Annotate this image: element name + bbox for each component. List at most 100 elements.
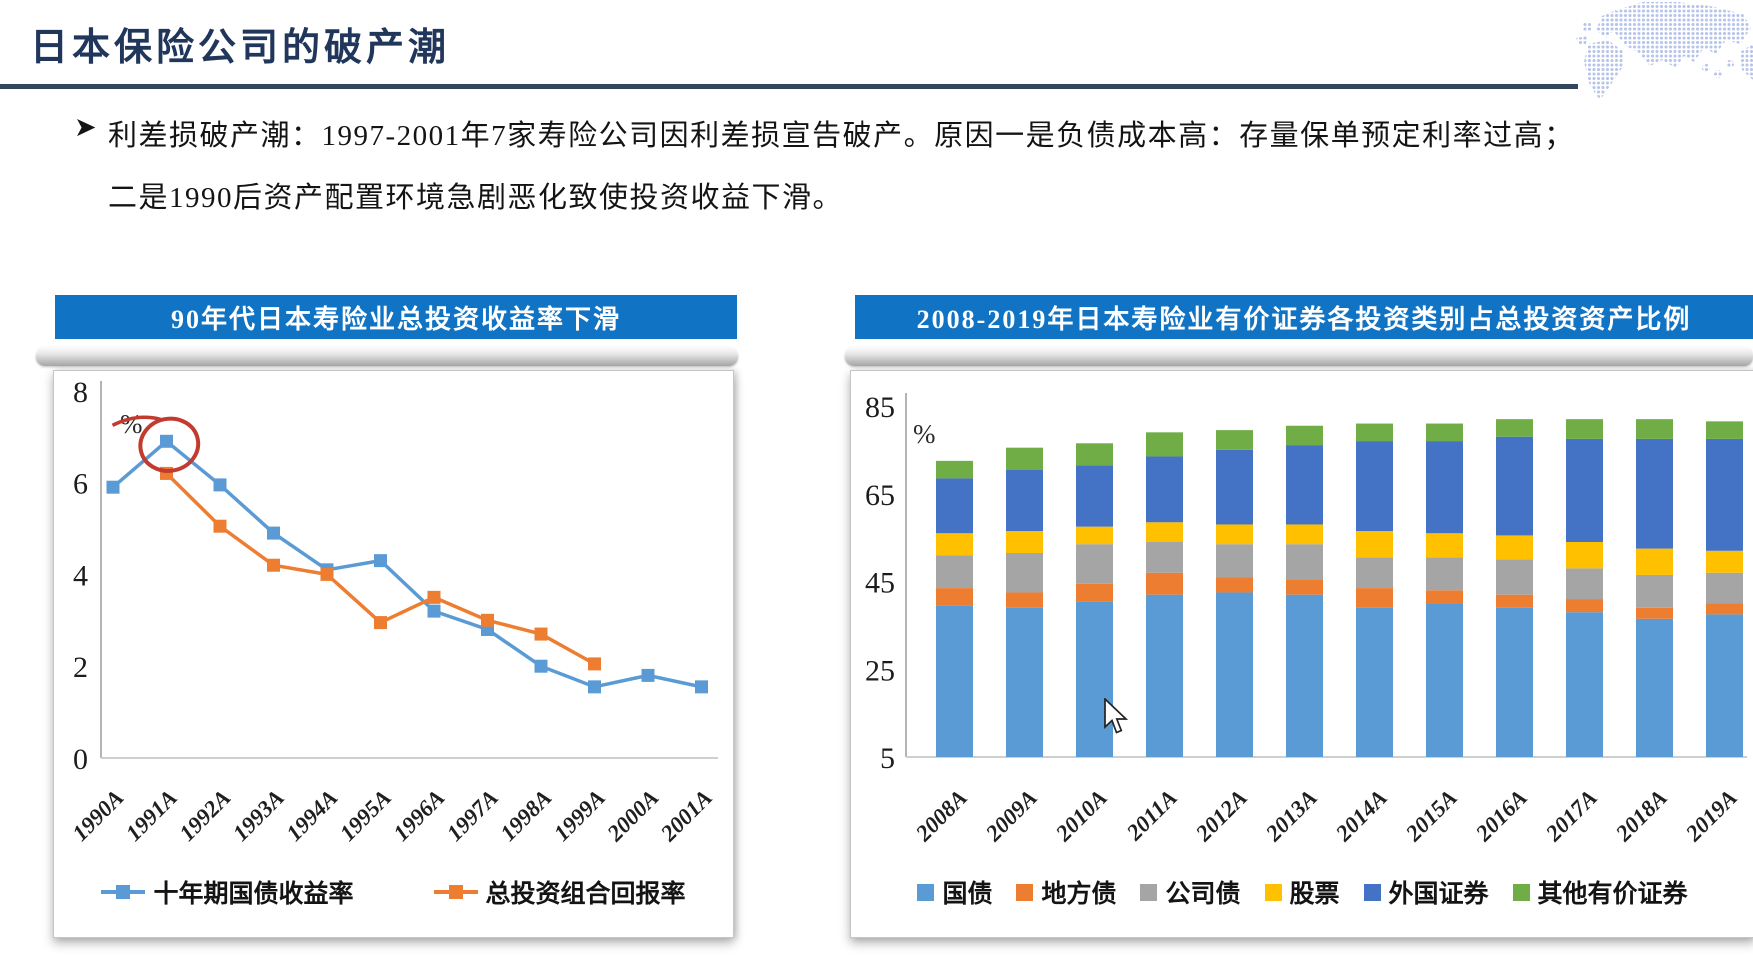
x-tick-label: 1998A <box>495 785 556 846</box>
bar-2009A-seg-1 <box>1006 592 1043 608</box>
bar-2019A-seg-4 <box>1706 438 1743 551</box>
bar-2010A-seg-4 <box>1076 465 1113 527</box>
bar-2010A-seg-0 <box>1076 601 1113 757</box>
x-tick-label: 2015A <box>1400 785 1462 847</box>
marker <box>374 616 387 630</box>
x-tick-label: 2011A <box>1121 785 1182 846</box>
legend-label-corp-bonds: 公司债 <box>1165 881 1241 908</box>
y-tick-label: 6 <box>73 468 88 501</box>
bar-2008A-seg-4 <box>936 478 973 534</box>
marker <box>267 526 280 540</box>
legend-label-portfolio-return: 总投资组合回报率 <box>485 881 686 908</box>
map-africa <box>1584 40 1624 100</box>
legend-marker-orange-line-icon <box>433 885 478 899</box>
bar-2014A-seg-5 <box>1356 423 1393 442</box>
marker <box>534 627 548 641</box>
bar-2018A-seg-4 <box>1636 438 1673 549</box>
bar-2012A-seg-1 <box>1216 577 1253 593</box>
bar-2012A-seg-2 <box>1216 544 1253 578</box>
map-island-1 <box>1702 64 1710 72</box>
x-tick-label: 1994A <box>281 785 342 846</box>
right-card-top-shadow <box>845 347 1753 366</box>
marker <box>427 590 441 604</box>
legend-item-gov-bonds: 国债 <box>917 874 992 910</box>
bar-2019A-seg-3 <box>1706 550 1743 573</box>
y-tick-label: 45 <box>865 567 895 600</box>
x-tick-label: 1993A <box>228 785 289 846</box>
page-title: 日本保险公司的破产潮 <box>30 27 451 69</box>
marker <box>695 680 708 694</box>
left-chart-title: 90年代日本寿险业总投资收益率下滑 <box>170 304 621 334</box>
bar-2013A-seg-4 <box>1286 445 1323 525</box>
left-chart-legend: 十年期国债收益率 总投资组合回报率 <box>54 874 733 910</box>
bar-2010A-seg-3 <box>1076 526 1113 545</box>
bar-2014A-seg-0 <box>1356 607 1393 757</box>
x-tick-label: 1996A <box>388 785 449 846</box>
line-series-1 <box>165 472 596 666</box>
unit-label: % <box>913 419 936 449</box>
bar-2015A-seg-4 <box>1426 441 1463 534</box>
map-britain <box>1582 22 1592 32</box>
bar-2015A-seg-3 <box>1426 533 1463 558</box>
legend-square-blue <box>116 885 131 899</box>
bar-2011A-seg-3 <box>1146 522 1183 543</box>
x-tick-label: 2012A <box>1190 785 1252 847</box>
legend-item-stocks: 股票 <box>1264 874 1340 910</box>
bar-2014A-seg-4 <box>1356 441 1393 532</box>
marker <box>160 434 173 448</box>
bar-2014A-seg-2 <box>1356 557 1393 589</box>
bar-2009A-seg-2 <box>1006 552 1043 593</box>
legend-item-foreign-securities: 外国证券 <box>1363 874 1489 910</box>
bar-2009A-seg-0 <box>1006 607 1043 757</box>
marker <box>534 659 548 673</box>
x-tick-label: 1999A <box>549 785 610 846</box>
legend-item-corp-bonds: 公司债 <box>1140 874 1241 910</box>
y-tick-label: 5 <box>880 742 895 775</box>
bar-2011A-seg-1 <box>1146 572 1183 595</box>
bar-2013A-seg-1 <box>1286 579 1323 595</box>
legend-label-jgb-yield: 十年期国债收益率 <box>153 881 354 908</box>
bar-2015A-seg-1 <box>1426 590 1463 604</box>
legend-label-stocks: 股票 <box>1289 881 1340 908</box>
bar-2019A-seg-0 <box>1706 614 1743 757</box>
header-rule <box>0 84 1578 89</box>
bar-2008A-seg-3 <box>936 533 973 556</box>
bar-2015A-seg-2 <box>1426 557 1463 591</box>
legend-square-icon <box>1140 883 1158 901</box>
marker <box>481 613 494 627</box>
legend-square-icon <box>1016 883 1034 901</box>
left-card-top-shadow <box>36 347 738 366</box>
legend-label-foreign-securities: 外国证券 <box>1388 881 1489 908</box>
x-tick-label: 1997A <box>442 785 503 846</box>
bar-2016A-seg-5 <box>1496 419 1533 437</box>
x-tick-label: 2001A <box>655 785 717 847</box>
legend-square-icon <box>1264 883 1282 901</box>
bar-2011A-seg-2 <box>1146 542 1183 573</box>
bar-2012A-seg-0 <box>1216 592 1253 757</box>
bar-2008A-seg-5 <box>936 460 973 479</box>
map-island-3 <box>1726 60 1734 68</box>
bar-2009A-seg-3 <box>1006 531 1043 553</box>
x-tick-label: 2009A <box>980 785 1042 847</box>
bar-2016A-seg-2 <box>1496 559 1533 595</box>
x-tick-label: 2018A <box>1610 785 1672 847</box>
bar-2015A-seg-5 <box>1426 423 1463 442</box>
legend-label-other-securities: 其他有价证券 <box>1537 881 1688 908</box>
marker <box>267 558 280 572</box>
bar-2016A-seg-0 <box>1496 607 1533 757</box>
bar-2009A-seg-5 <box>1006 447 1043 470</box>
bar-2014A-seg-3 <box>1356 531 1393 558</box>
legend-square-icon <box>1512 883 1530 901</box>
mouse-cursor <box>1104 698 1129 734</box>
bar-2010A-seg-5 <box>1076 443 1113 466</box>
legend-item-local-bonds: 地方债 <box>1016 874 1116 910</box>
x-tick-label: 2017A <box>1540 785 1602 847</box>
marker <box>588 657 601 671</box>
unit-label: % <box>120 409 143 439</box>
left-chart-card: 8 6 4 2 0% 1990A 1991A 1992A 1993A 1994A 1995A 1996… <box>53 370 734 938</box>
x-tick-label: 2000A <box>602 785 664 847</box>
y-tick-label: 25 <box>865 654 895 687</box>
right-chart-title-banner: 2008-2019年日本寿险业有价证券各投资类别占总投资资产比例 <box>855 295 1753 339</box>
bar-2017A-seg-0 <box>1566 612 1603 757</box>
